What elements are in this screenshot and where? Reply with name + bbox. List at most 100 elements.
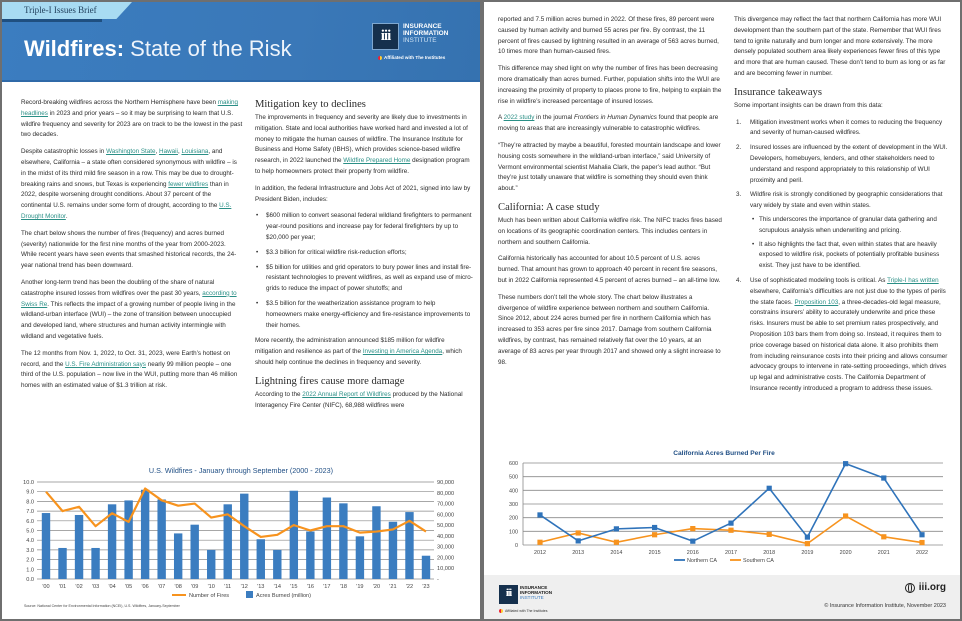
- text-run: According to the: [255, 390, 303, 398]
- text-link[interactable]: Proposition 103: [794, 298, 839, 306]
- numbered-item: 2. Insured losses are influenced by the e…: [734, 143, 948, 186]
- item-number: 2.: [736, 144, 742, 152]
- bullet-icon: •: [752, 240, 755, 248]
- text-run: $600 million to convert seasonal federal…: [266, 212, 472, 241]
- paragraph: California historically has accounted fo…: [498, 254, 722, 286]
- logo-line3: INSTITUTE: [403, 37, 437, 44]
- left-tick-label: 6.0: [26, 519, 34, 525]
- text-run: Mitigation investment works when it come…: [750, 118, 943, 137]
- bullet-icon: •: [256, 212, 259, 220]
- text-run: , and elsewhere, California – a state of…: [21, 148, 237, 188]
- website-label[interactable]: iii.org: [918, 582, 946, 593]
- text-run: Despite catastrophic losses in: [21, 148, 107, 156]
- numbered-item: 4. Use of sophisticated modeling tools is…: [734, 276, 948, 395]
- affiliated-text: Affiliated with The Institutes: [378, 55, 445, 60]
- left-column-1: Record-breaking wildfires across the Nor…: [21, 98, 243, 398]
- acres-bar: [107, 504, 117, 579]
- northern-marker: [728, 520, 734, 526]
- x-tick-label: '05: [125, 584, 132, 590]
- chart-title: California Acres Burned Per Fire: [673, 450, 775, 457]
- x-tick-label: 2020: [840, 550, 852, 556]
- text-link[interactable]: 2022 Annual Report of Wildfires: [302, 390, 391, 398]
- logo-line1: INSURANCE: [403, 23, 442, 30]
- text-link[interactable]: Washington State: [106, 148, 156, 156]
- text-run: Frontiers in Human Dynamics: [573, 114, 657, 122]
- text-link[interactable]: Triple-I has written: [887, 276, 939, 284]
- acres-bar: [58, 547, 67, 579]
- x-tick-label: '22: [406, 584, 413, 590]
- text-run: , which should help continue the decline…: [255, 348, 462, 366]
- paragraph: “They’re attracted by maybe a beautiful,…: [498, 141, 722, 195]
- footer: iii INSURANCE INFORMATION INSTITUTE Affi…: [484, 575, 960, 619]
- text-run: ,: [177, 148, 182, 156]
- text-link[interactable]: U.S. Drought Monitor: [21, 202, 232, 220]
- section-heading: California: A case study: [498, 201, 600, 213]
- affiliated-label: Affiliated with The Institutes: [384, 55, 446, 60]
- paragraph: A 2022 study in the journal Frontiers in…: [498, 113, 722, 135]
- text-link[interactable]: U.S. Fire Administration says: [65, 360, 146, 368]
- text-run: The improvements in frequency and severi…: [255, 114, 468, 165]
- acres-bar: [190, 524, 199, 579]
- text-run: , a three-decades-old legal measure, con…: [750, 298, 948, 392]
- chart-source: Source: National Center for Environmenta…: [24, 604, 181, 608]
- southern-marker: [881, 534, 887, 540]
- x-tick-label: 2017: [725, 550, 737, 556]
- x-tick-label: 2021: [878, 550, 890, 556]
- list-item: • $5 billion for utilities and grid opera…: [255, 263, 473, 295]
- x-tick-label: 2014: [610, 550, 622, 556]
- text-link[interactable]: 2022 study: [503, 114, 535, 122]
- logo-line2: INFORMATION: [403, 30, 449, 37]
- text-link[interactable]: according to Swiss Re: [21, 289, 237, 308]
- southern-marker: [690, 526, 696, 532]
- northern-marker: [881, 475, 887, 481]
- text-link[interactable]: Louisiana: [181, 148, 209, 156]
- acres-bar: [372, 506, 381, 579]
- right-tick-label: 60,000: [437, 512, 454, 518]
- text-run: Some important insights can be drawn fro…: [734, 101, 883, 109]
- text-run: $3.5 billion for the weatherization assi…: [266, 299, 471, 329]
- acres-bar: [322, 497, 332, 579]
- iii-logo: iii INSURANCE INFORMATION INSTITUTE: [372, 23, 448, 50]
- footer-logo-mark: iii: [499, 585, 518, 604]
- x-tick-label: 2016: [687, 550, 699, 556]
- right-tick-label: 20,000: [437, 555, 454, 561]
- left-tick-label: 4.0: [26, 538, 34, 544]
- northern-marker: [537, 512, 543, 518]
- paragraph: Despite catastrophic losses in Washingto…: [21, 147, 243, 223]
- acres-bar: [74, 514, 84, 579]
- text-run: It also highlights the fact that, even w…: [759, 240, 940, 270]
- text-link[interactable]: making headlines: [21, 99, 239, 117]
- paragraph: The 12 months from Nov. 1, 2022, to Oct.…: [21, 349, 243, 392]
- list-item: • $3.5 billion for the weatherization ass…: [255, 299, 473, 331]
- text-link[interactable]: fewer wildfires: [168, 180, 209, 188]
- paragraph: More recently, the administration announ…: [255, 336, 473, 368]
- left-tick-label: 3.0: [26, 548, 34, 554]
- website-link[interactable]: iii.org: [904, 582, 946, 593]
- x-tick-label: '03: [92, 584, 99, 590]
- left-tick-label: 9.0: [26, 490, 34, 496]
- paragraph: reported and 7.5 million acres burned in…: [498, 15, 722, 58]
- acres-bar: [273, 549, 282, 579]
- left-tick-label: 2.0: [26, 558, 34, 564]
- text-run: reported and 7.5 million acres burned in…: [498, 16, 719, 56]
- text-link[interactable]: Investing in America Agenda: [362, 348, 443, 356]
- right-tick-label: 40,000: [437, 534, 454, 540]
- legend-acres-label: Acres Burned (million): [256, 593, 311, 599]
- text-run: Another long-term trend has been the dou…: [21, 278, 215, 297]
- x-tick-label: '06: [141, 584, 148, 590]
- acres-bar: [339, 503, 348, 579]
- x-tick-label: '21: [389, 584, 396, 590]
- southern-marker: [804, 541, 810, 547]
- acres-bar: [289, 490, 299, 579]
- northern-marker: [919, 532, 925, 538]
- southern-marker: [613, 539, 619, 545]
- right-column-2: This divergence may reflect the fact tha…: [734, 15, 948, 400]
- text-run: In addition, the federal Infrastructure …: [255, 184, 471, 203]
- text-run: in 2023 and prior years – so it may be s…: [21, 109, 243, 139]
- left-column-2: Mitigation key to declines The improvemen…: [255, 96, 473, 417]
- text-link[interactable]: Hawaii: [159, 148, 178, 156]
- institutes-icon: [378, 55, 382, 60]
- text-link[interactable]: Wildfire Prepared Home: [343, 157, 411, 165]
- bullet-icon: •: [256, 248, 259, 256]
- acres-bar: [173, 533, 183, 579]
